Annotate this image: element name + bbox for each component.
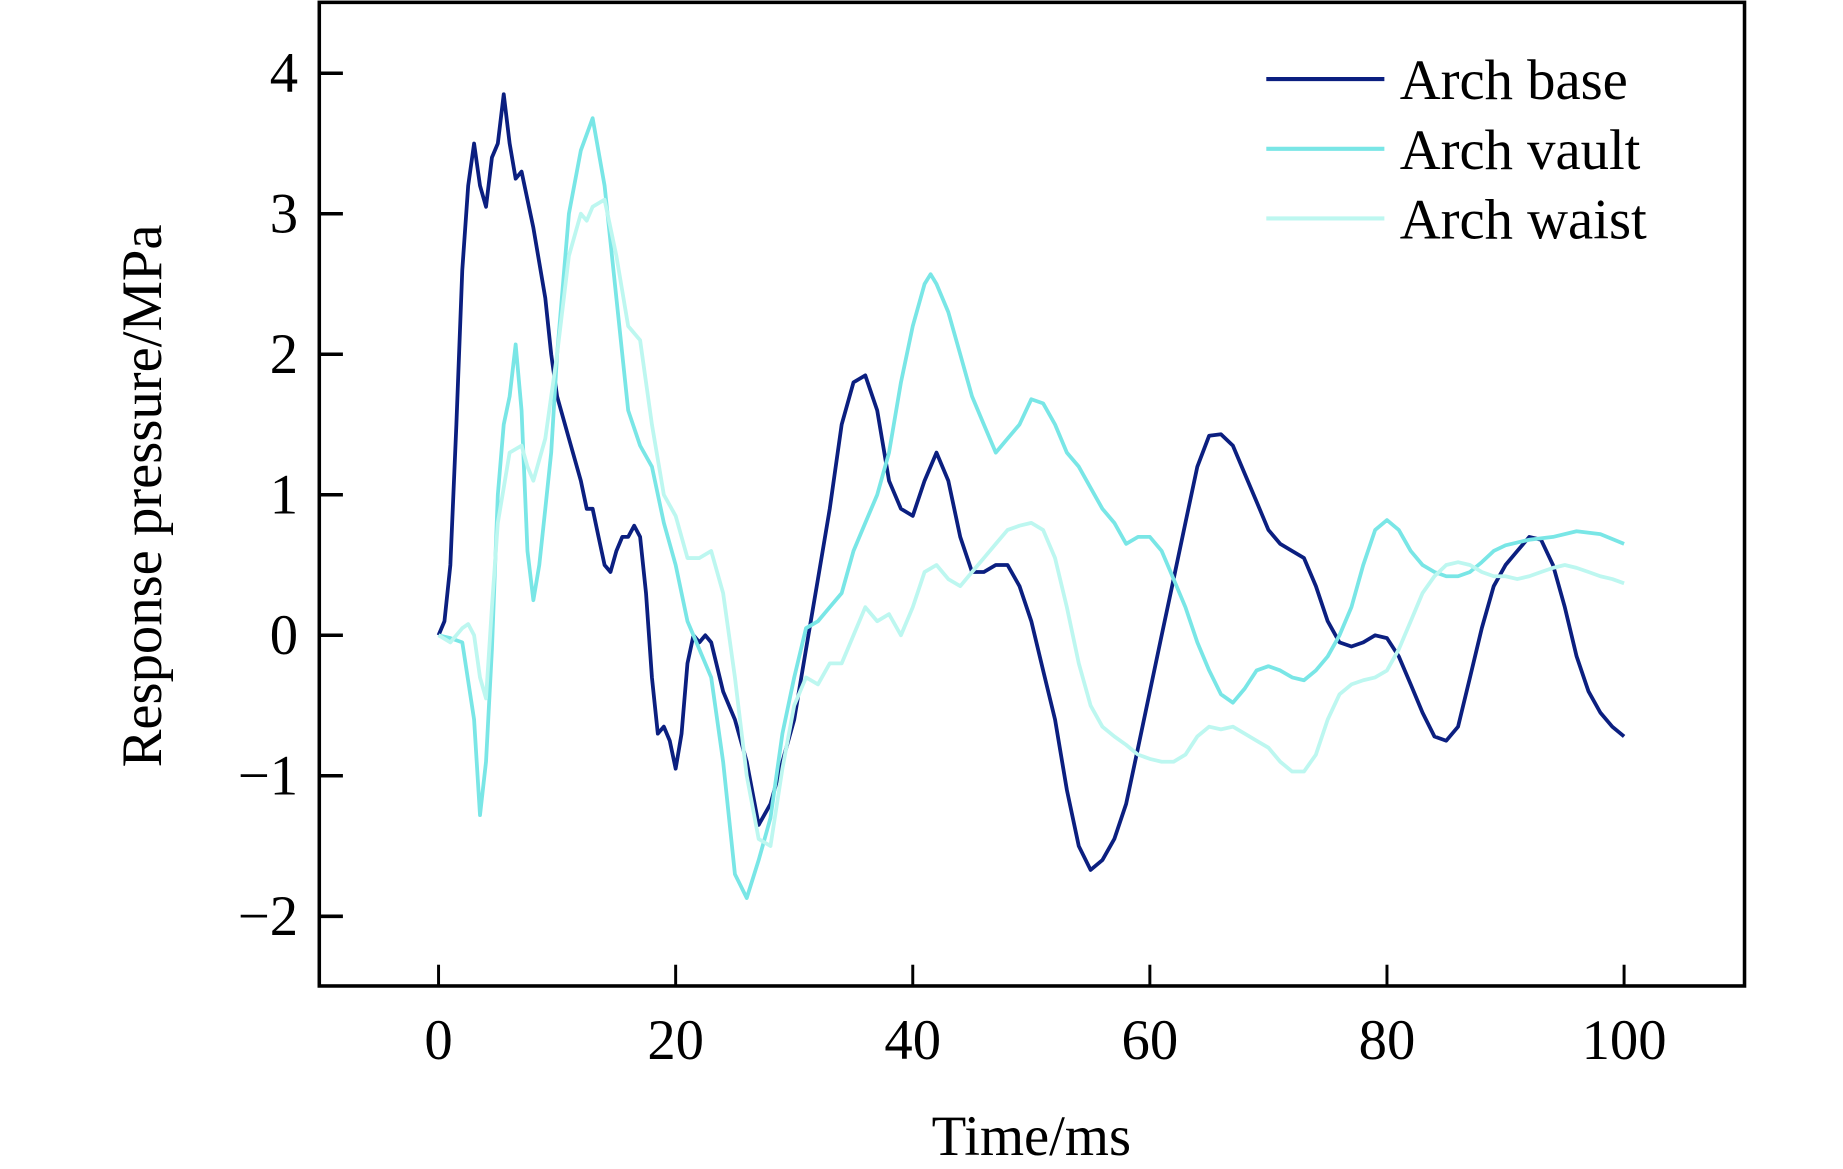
y-tick-label: −1 [238,746,298,808]
legend-label: Arch waist [1400,190,1647,252]
legend-label: Arch base [1400,50,1628,112]
series-line-arch-base [436,92,1626,872]
series-line-arch-waist [437,197,1625,848]
y-tick-label: −2 [238,886,298,948]
y-tick-label: 3 [270,184,298,246]
y-tick-label: 1 [270,465,298,527]
legend: Arch base Arch vault Arch waist [1266,50,1647,252]
ticks-layer: 0 20 40 60 80 100 4 3 2 1 0 −1 −2 [238,43,1667,1072]
x-tick-label: 80 [1359,1010,1416,1072]
y-tick-label: 0 [270,605,298,667]
x-tick-label: 100 [1582,1010,1667,1072]
x-tick-label: 40 [884,1010,941,1072]
x-tick-label: 60 [1122,1010,1179,1072]
series-layer [436,92,1626,900]
y-axis-label: Response pressure/MPa [112,224,174,767]
y-tick-label: 4 [270,43,298,105]
x-tick-label: 0 [424,1010,452,1072]
x-axis-label: Time/ms [932,1106,1131,1168]
legend-label: Arch vault [1400,120,1641,182]
y-tick-label: 2 [270,324,298,386]
x-tick-label: 20 [647,1010,704,1072]
